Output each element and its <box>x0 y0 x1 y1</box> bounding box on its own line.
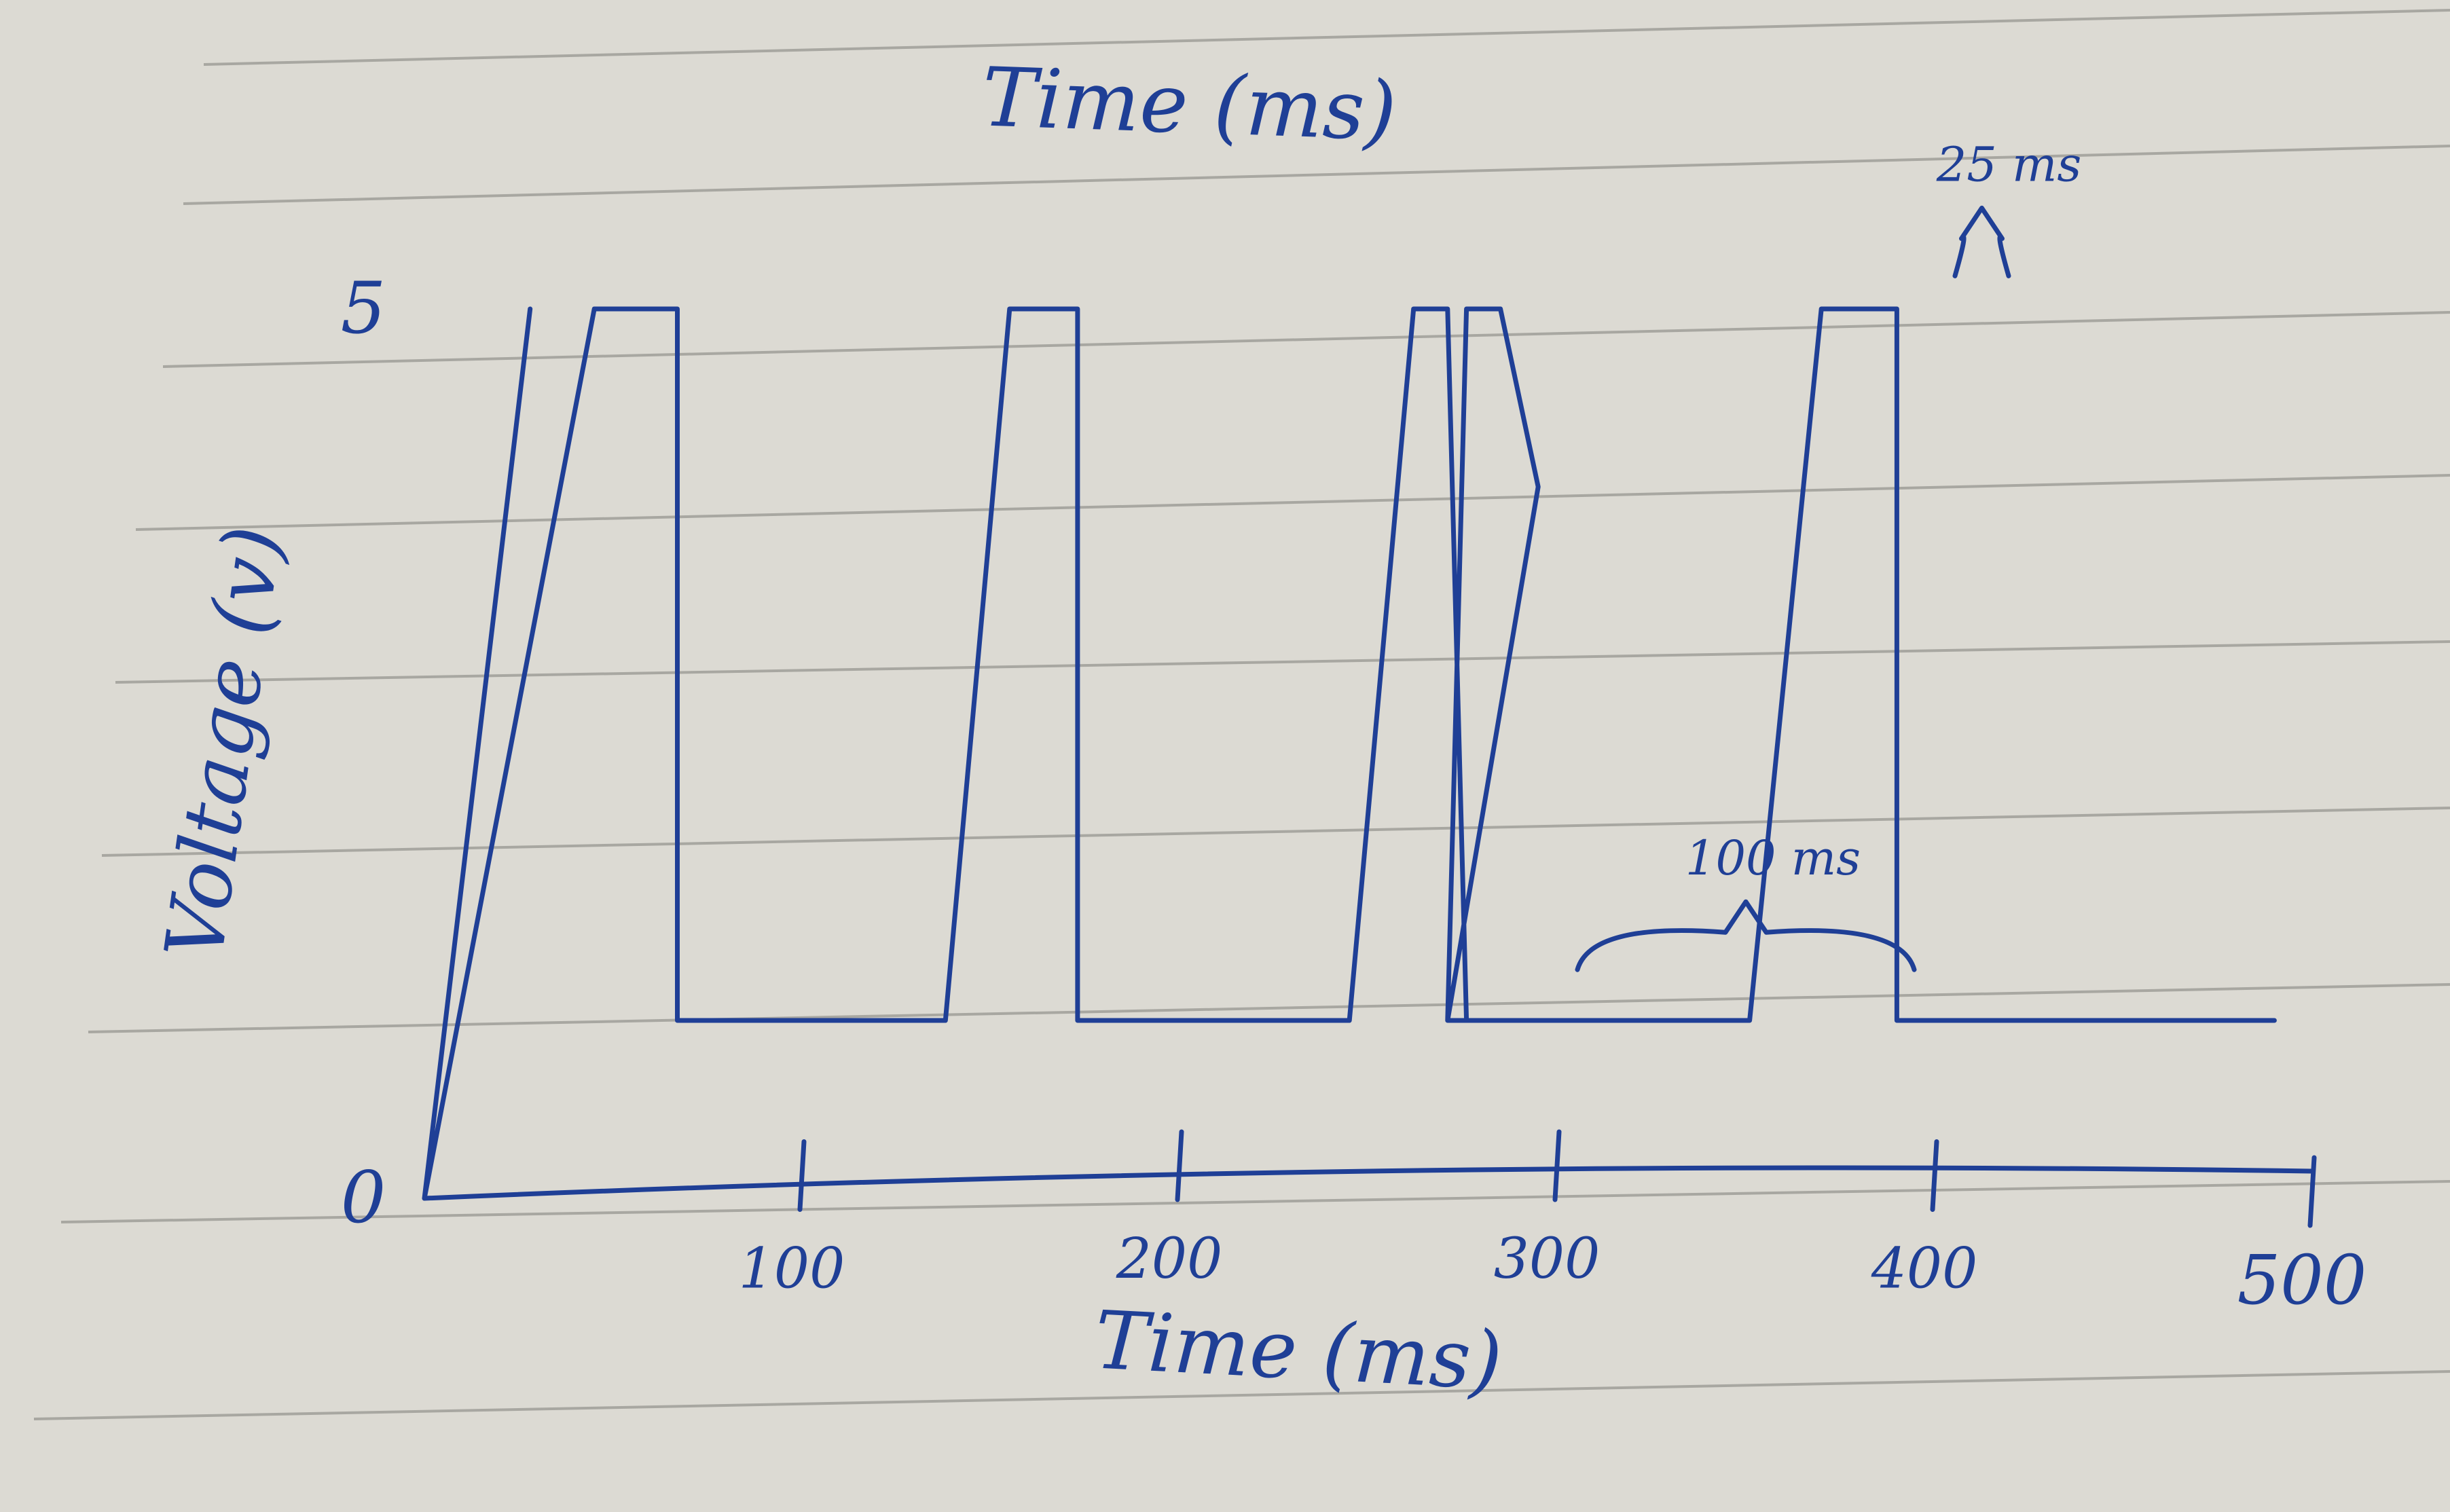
x-tick-mark <box>1175 1129 1184 1202</box>
annotation-brace <box>1952 205 2011 278</box>
ruled-line <box>162 311 2450 368</box>
ruled-line <box>60 1180 2450 1223</box>
x-tick-label: 200 <box>1116 1227 1223 1291</box>
x-tick-mark <box>1552 1129 1562 1202</box>
ruled-line <box>203 9 2450 66</box>
x-tick-mark <box>1930 1139 1939 1212</box>
ruled-line <box>183 145 2450 205</box>
ruled-line <box>115 640 2450 684</box>
ruled-line <box>88 983 2450 1033</box>
voltage-series-line <box>422 306 2277 1201</box>
ruled-line <box>33 1370 2450 1420</box>
y-tick-label: 5 <box>341 267 386 350</box>
y-axis-label: Voltage (v) <box>147 521 300 965</box>
x-tick-label: 100 <box>739 1236 845 1301</box>
x-axis-line <box>422 1165 2315 1201</box>
annotation-brace <box>1575 899 1917 972</box>
chart-title: Time (ms) <box>981 50 1398 159</box>
ruled-lines <box>33 9 2450 1420</box>
x-tick-mark <box>797 1139 807 1212</box>
x-axis-label: Time (ms) <box>1093 1293 1505 1407</box>
y-tick-label: 0 <box>341 1156 386 1239</box>
x-tick-mark <box>2307 1155 2317 1228</box>
annotation-label: 100 ms <box>1685 830 1861 886</box>
ruled-line <box>101 807 2450 857</box>
x-tick-label: 300 <box>1494 1227 1601 1291</box>
ruled-line <box>135 474 2450 531</box>
x-tick-label: 400 <box>1871 1236 1978 1301</box>
x-tick-label: 500 <box>2237 1240 2367 1320</box>
annotation-label: 25 ms <box>1936 136 2082 192</box>
